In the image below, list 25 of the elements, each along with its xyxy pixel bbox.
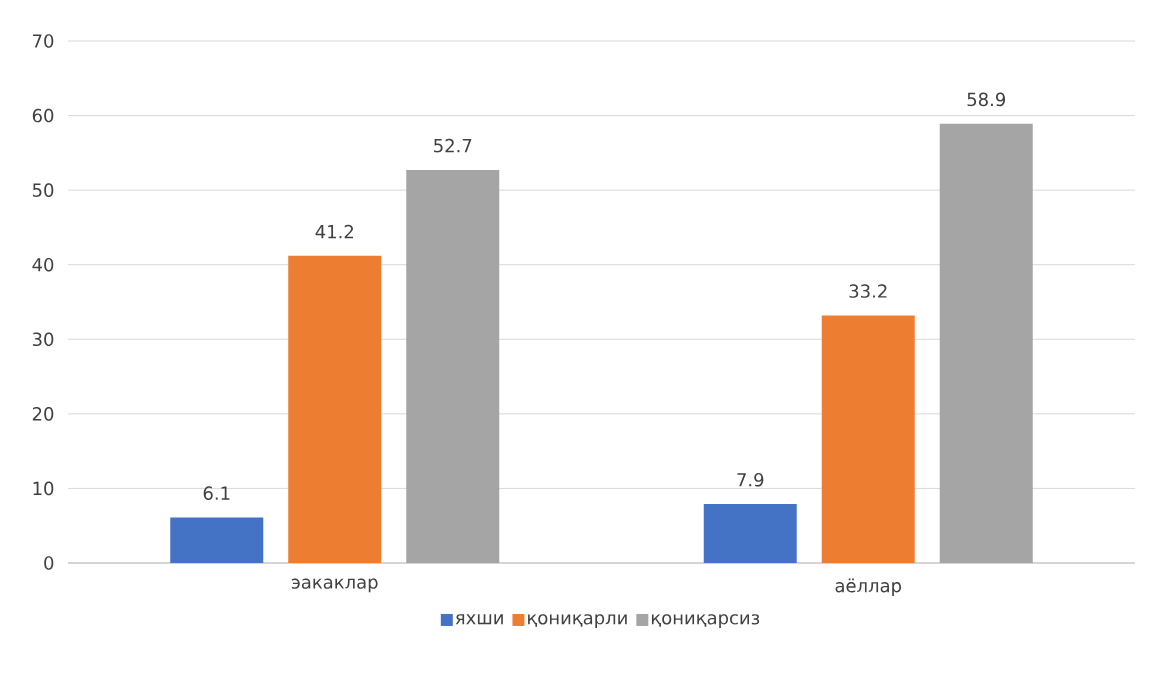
data-label: 41.2 <box>315 224 353 239</box>
y-tick-label: 50 <box>32 183 54 197</box>
bar <box>170 517 264 563</box>
x-tick-label: эакаклар <box>291 578 378 593</box>
bar <box>821 315 915 563</box>
y-tick-label: 10 <box>33 481 54 496</box>
data-label: 52.7 <box>434 138 472 153</box>
y-tick-label: 60 <box>32 108 54 123</box>
y-tick-label: 20 <box>32 407 54 421</box>
x-tick-label: аёллар <box>835 578 902 596</box>
y-tick-label: 70 <box>33 34 54 48</box>
data-label: 58.9 <box>967 92 1006 107</box>
y-tick-label: 30 <box>32 332 54 347</box>
y-tick-label: 40 <box>32 257 54 272</box>
data-label: 33.2 <box>849 284 887 298</box>
bar <box>703 504 797 563</box>
bar <box>288 255 382 563</box>
legend-label: қониқарсиз <box>651 614 760 628</box>
bar <box>939 123 1033 563</box>
y-tick-label: 0 <box>44 556 54 570</box>
data-label: 6.1 <box>203 486 230 500</box>
legend-label: яхши <box>455 614 503 625</box>
data-label: 7.9 <box>737 472 764 487</box>
bar <box>406 170 500 563</box>
legend-label: қониқарли <box>528 614 627 628</box>
